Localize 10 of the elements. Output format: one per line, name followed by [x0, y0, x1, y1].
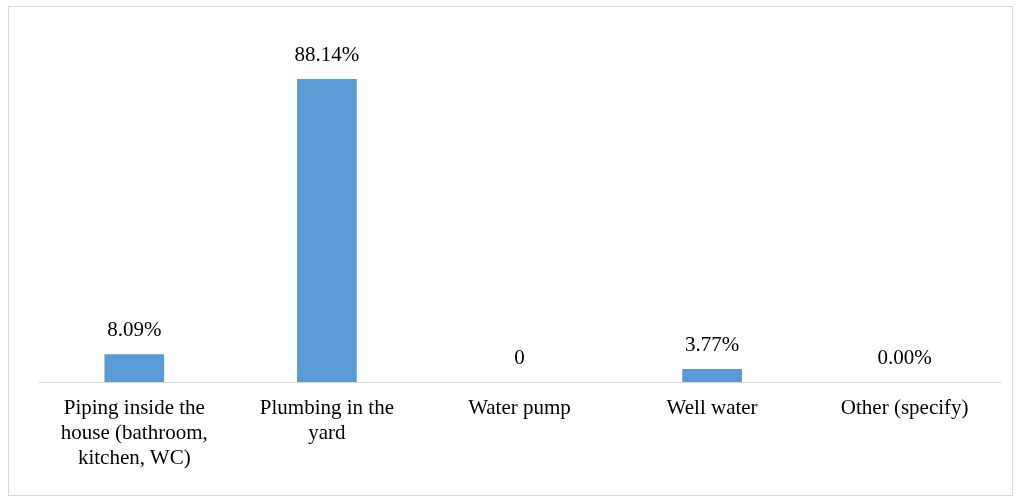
x-tick-label: Plumbing in the yard	[259, 394, 394, 444]
data-label: 0	[514, 345, 525, 369]
x-tick-label: Piping inside the house (bathroom, kitchen, WC)	[60, 394, 208, 469]
data-label: 88.14%	[294, 42, 360, 66]
data-label: 0.00%	[877, 345, 932, 369]
x-tick-label: Well water	[666, 394, 758, 419]
x-tick-label: Other (specify)	[840, 394, 969, 419]
data-label: 8.09%	[107, 317, 162, 342]
x-tick-label: Water pump	[468, 394, 571, 419]
data-label: 3.77%	[684, 332, 740, 357]
